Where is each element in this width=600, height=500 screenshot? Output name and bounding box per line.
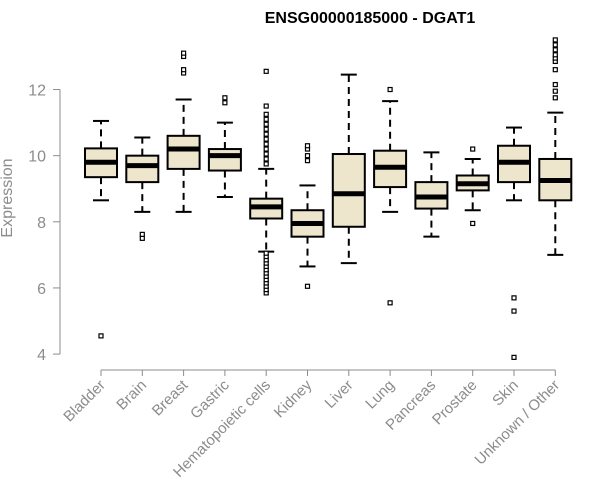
- outlier-point: [263, 116, 269, 122]
- outlier-point: [552, 95, 558, 101]
- outlier-point: [263, 141, 269, 147]
- outlier-point: [552, 67, 558, 73]
- box-gastric: [207, 95, 242, 198]
- y-axis: 4 6 8 10 12: [28, 83, 61, 364]
- x-tick-label: Breast: [149, 376, 192, 419]
- outlier-point: [552, 37, 558, 43]
- outlier-point: [139, 231, 145, 237]
- iqr-box: [125, 154, 160, 184]
- iqr-box: [331, 153, 366, 228]
- x-tick-label: Prostate: [429, 377, 481, 429]
- outlier-point: [552, 47, 558, 53]
- outlier-point: [304, 158, 311, 164]
- x-tick-label: Liver: [322, 377, 357, 412]
- outlier-point: [387, 86, 393, 93]
- x-tick-label: Lung: [362, 377, 398, 413]
- chart-title: ENSG00000185000 - DGAT1: [265, 10, 476, 27]
- outlier-point: [511, 295, 517, 301]
- x-tick-label: Brain: [113, 377, 150, 414]
- box-breast: [166, 50, 201, 213]
- outlier-point: [263, 121, 269, 127]
- outlier-point: [222, 95, 228, 101]
- outlier-point: [552, 81, 558, 88]
- outlier-point: [263, 146, 269, 152]
- box-unknown-other: [538, 37, 573, 256]
- outlier-point: [222, 100, 228, 106]
- x-tick-label: Skin: [489, 377, 522, 410]
- outlier-point: [263, 156, 269, 162]
- outlier-point: [470, 146, 476, 152]
- outlier-point: [263, 131, 269, 137]
- outlier-point: [511, 308, 517, 314]
- box-hematopoietic-cells: [249, 68, 284, 296]
- y-axis-label: Expression: [0, 158, 16, 237]
- box-brain: [125, 136, 160, 241]
- outlier-point: [263, 151, 269, 157]
- outlier-point: [263, 250, 269, 256]
- box-lung: [373, 86, 408, 306]
- y-tick-label: 10: [28, 149, 46, 166]
- outlier-point: [263, 111, 269, 117]
- y-tick-label: 12: [28, 83, 46, 100]
- iqr-box: [207, 148, 242, 172]
- outlier-point: [304, 153, 311, 159]
- y-tick-label: 4: [37, 347, 46, 364]
- outlier-point: [470, 220, 476, 227]
- outlier-point: [263, 161, 269, 167]
- box-skin: [497, 126, 531, 360]
- x-tick-label: Kidney: [271, 376, 316, 421]
- outlier-point: [304, 283, 311, 289]
- box-bladder: [84, 119, 118, 339]
- y-tick-label: 6: [37, 281, 46, 298]
- box-prostate: [455, 146, 490, 227]
- outlier-point: [387, 300, 393, 306]
- outlier-point: [552, 52, 558, 58]
- outlier-point: [263, 68, 269, 74]
- outlier-point: [511, 354, 517, 360]
- outlier-point: [552, 88, 558, 94]
- outlier-point: [552, 42, 558, 48]
- box-kidney: [290, 143, 325, 289]
- outlier-point: [263, 136, 269, 142]
- outlier-point: [263, 126, 269, 132]
- y-tick-label: 8: [37, 215, 46, 232]
- outlier-point: [263, 103, 269, 109]
- outlier-point: [181, 67, 187, 73]
- x-tick-label: Bladder: [60, 377, 109, 426]
- box-liver: [331, 73, 366, 265]
- boxplot-series: [84, 37, 573, 360]
- outlier-point: [98, 333, 104, 339]
- box-pancreas: [414, 151, 449, 238]
- iqr-box: [166, 134, 201, 170]
- outlier-point: [181, 50, 187, 56]
- outlier-point: [304, 143, 311, 149]
